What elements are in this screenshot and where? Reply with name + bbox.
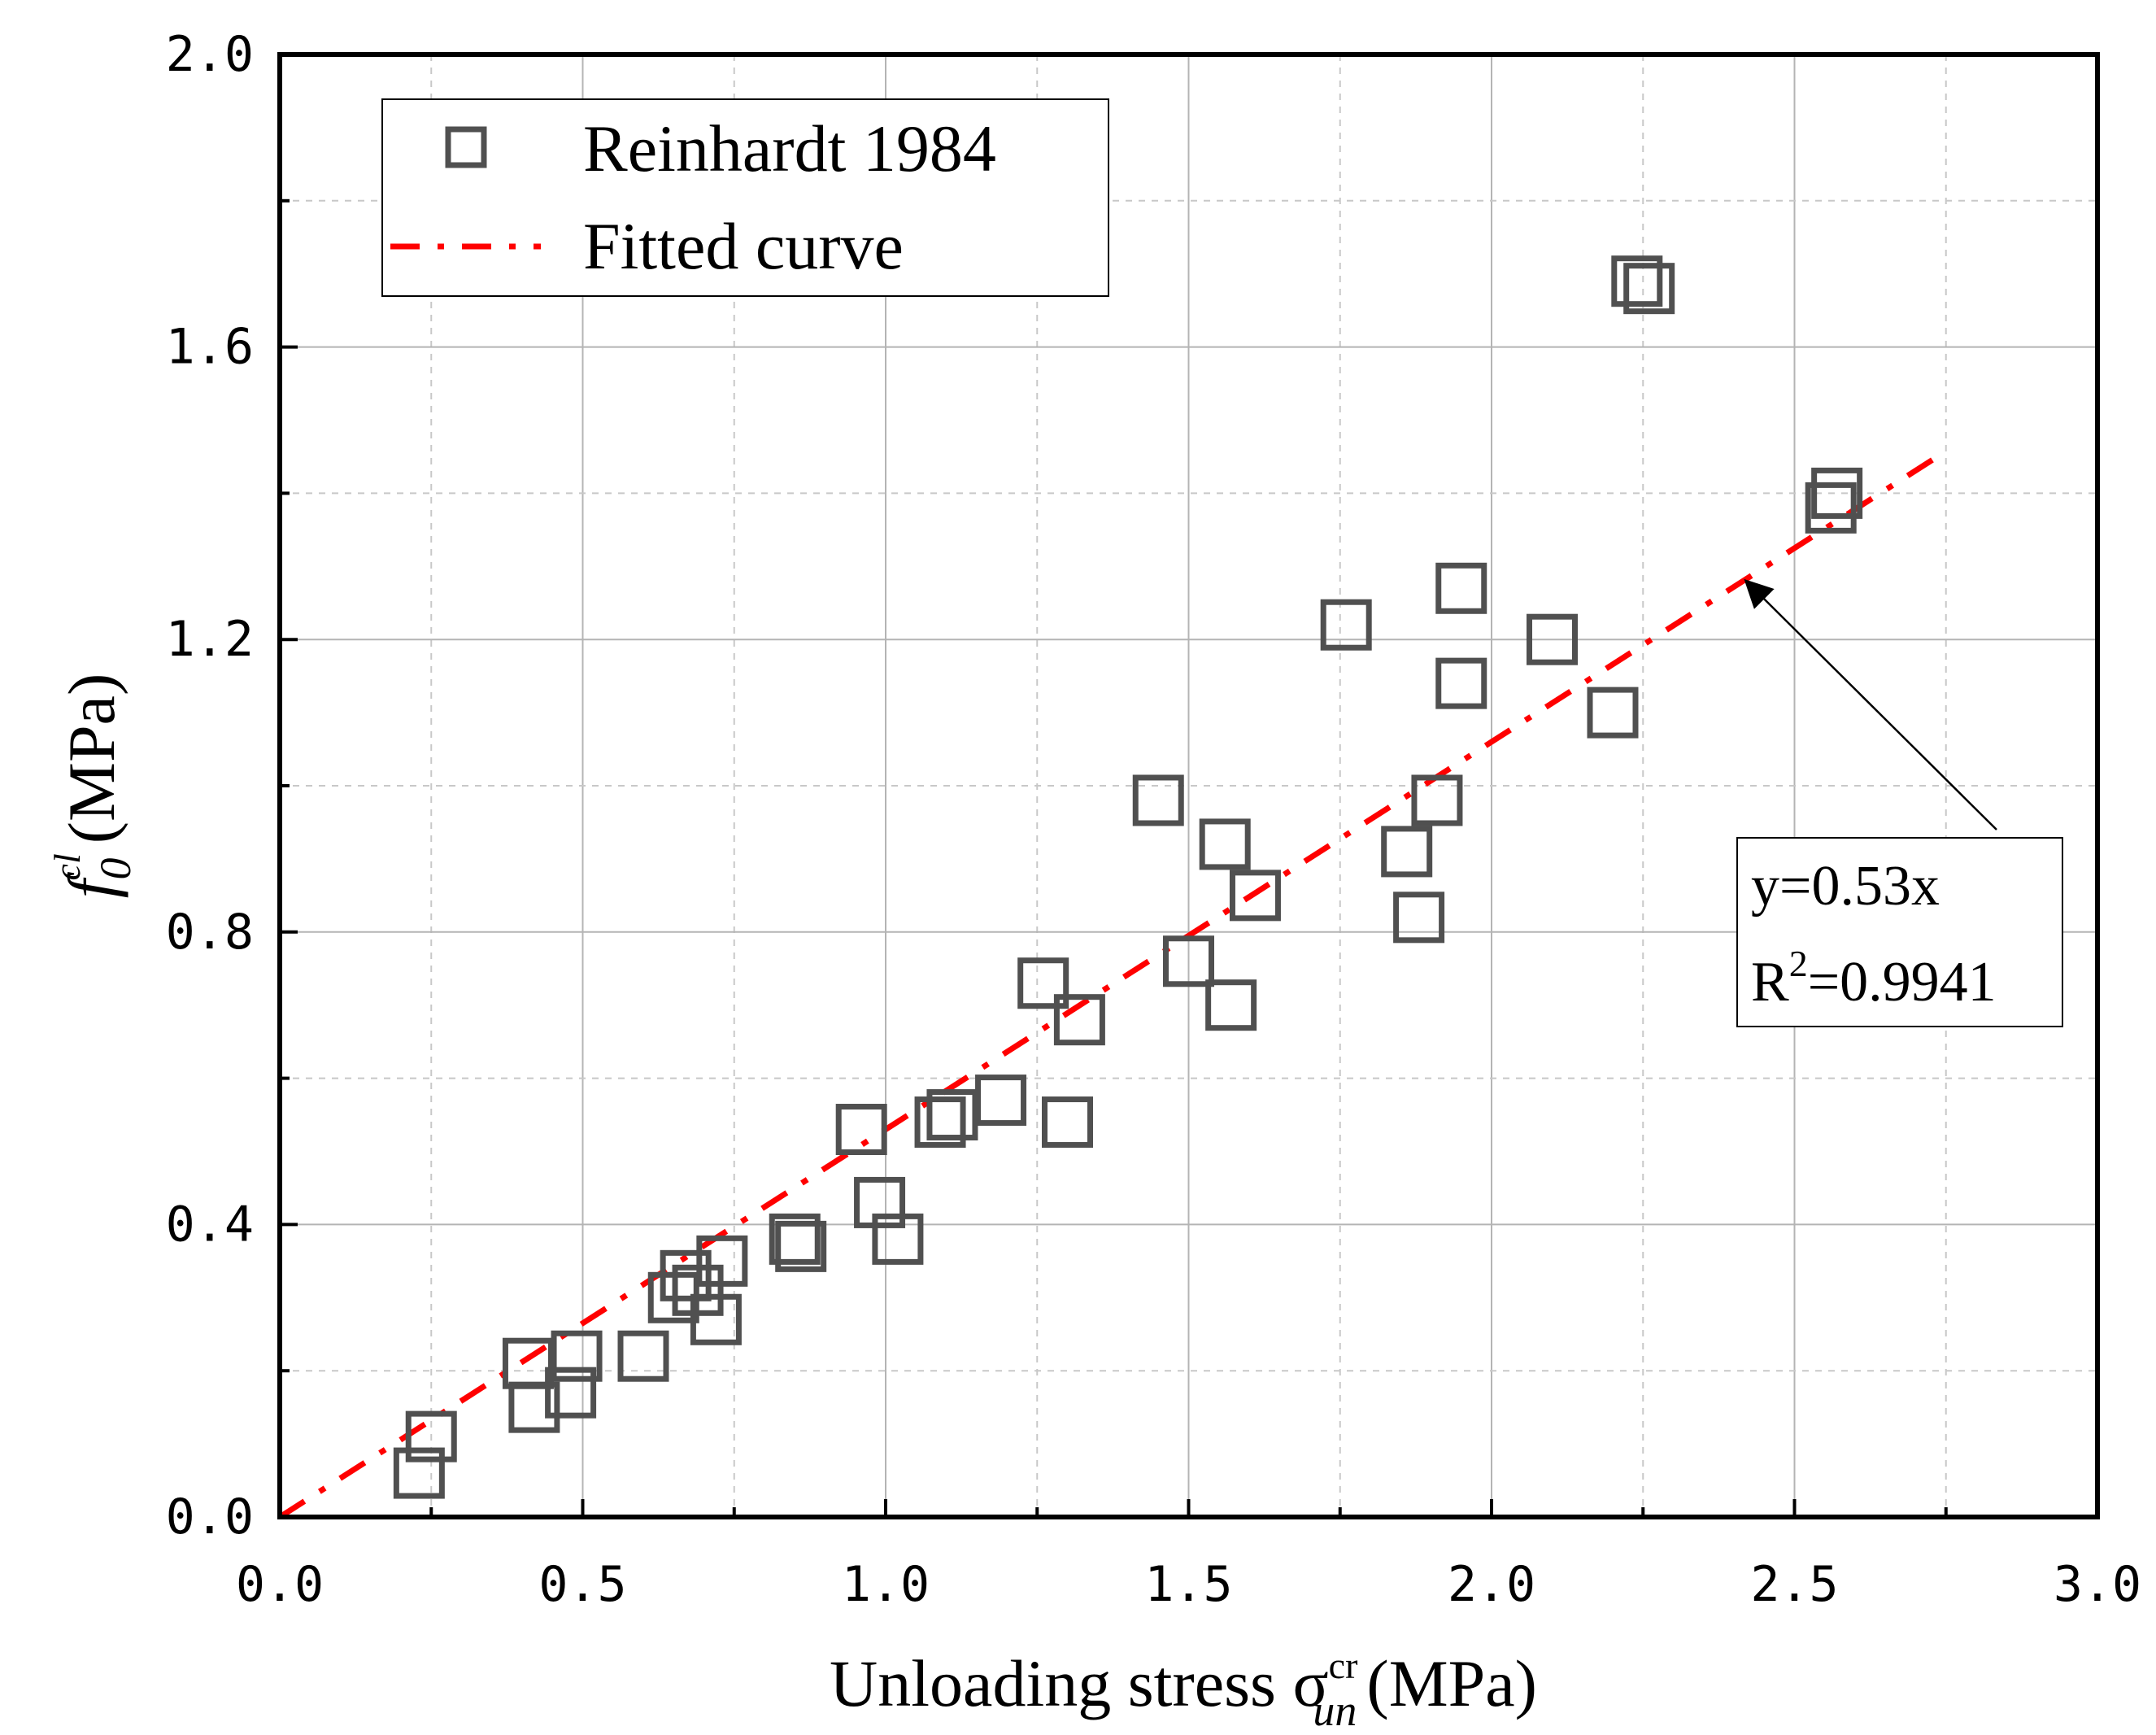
data-point (1320, 599, 1372, 651)
data-point (1435, 562, 1487, 614)
data-point (393, 1447, 445, 1499)
y-axis-title: f0cl(MPa) (46, 674, 140, 899)
data-point (551, 1330, 603, 1382)
x-tick-label: 3.0 (2054, 1556, 2141, 1613)
data-point (696, 1235, 748, 1287)
y-tick-label: 0.8 (166, 904, 254, 961)
data-point (854, 1176, 906, 1228)
data-point (1381, 826, 1433, 878)
data-point (1435, 657, 1487, 709)
annotation-box (1736, 837, 2063, 1027)
legend-square-marker (445, 126, 487, 168)
data-point (1132, 774, 1184, 826)
data-point (1229, 870, 1281, 922)
data-point (1393, 891, 1445, 944)
data-point (775, 1220, 827, 1272)
data-point (975, 1075, 1027, 1127)
data-point (872, 1213, 924, 1265)
data-point (1042, 1096, 1093, 1149)
data-point (1205, 979, 1257, 1031)
y-tick-label: 1.2 (166, 611, 254, 668)
x-tick-label: 2.0 (1448, 1556, 1535, 1613)
tick-labels: 0.0 0.5 1.0 1.5 2.0 2.5 3.0 0.0 0.4 0.8 1.2 1.6 2.0 (166, 26, 2142, 1613)
annotation-arrow (1744, 578, 1997, 830)
legend-label-fit: Fitted curve (583, 209, 904, 283)
legend-label-data: Reinhardt 1984 (583, 111, 996, 185)
data-point (660, 1249, 712, 1301)
data-point (1611, 255, 1663, 307)
y-tick-label: 2.0 (166, 26, 254, 83)
data-point (545, 1367, 597, 1419)
x-tick-label: 2.5 (1750, 1556, 1838, 1613)
x-axis-title: Unloading stress σcr un (MPa) (830, 1645, 1537, 1735)
data-point (1411, 774, 1463, 826)
legend: Reinhardt 1984 Fitted curve (381, 98, 1109, 297)
data-point (1623, 263, 1675, 315)
data-point (1527, 613, 1578, 665)
data-point (617, 1330, 669, 1382)
data-point (1017, 957, 1069, 1009)
data-point (926, 1089, 978, 1141)
plot-frame (277, 52, 2100, 1519)
x-tick-label: 0.5 (538, 1556, 626, 1613)
y-tick-label: 0.4 (166, 1196, 254, 1253)
y-tick-label: 1.6 (166, 319, 254, 376)
data-point (1805, 482, 1857, 534)
data-point (769, 1213, 821, 1265)
fitted-curve-layer (280, 448, 1948, 1517)
annotation-r-squared: R2=0.9941 (1751, 943, 1997, 1014)
x-tick-label: 1.0 (842, 1556, 930, 1613)
data-points (393, 255, 1863, 1499)
data-point (1199, 818, 1251, 870)
data-point (1053, 994, 1105, 1046)
data-point (405, 1410, 457, 1463)
x-tick-label: 1.5 (1144, 1556, 1232, 1613)
data-point (690, 1293, 742, 1345)
fit-annotation: y=0.53x R2=0.9941 (1736, 578, 2063, 1027)
legend-box (381, 98, 1109, 297)
data-point (508, 1381, 560, 1433)
data-point (1163, 935, 1214, 987)
x-tick-label: 0.0 (236, 1556, 324, 1613)
data-point (914, 1096, 966, 1149)
data-point (1811, 467, 1863, 519)
fitted-curve-line (280, 448, 1948, 1517)
data-point (1587, 687, 1639, 739)
y-tick-label: 0.0 (166, 1489, 254, 1545)
annotation-equation: y=0.53x (1751, 855, 1940, 918)
data-point (835, 1104, 887, 1156)
